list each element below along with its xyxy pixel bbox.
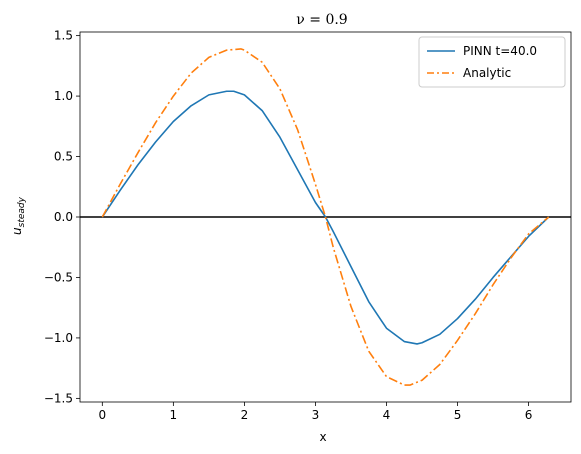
legend-label-1: Analytic (463, 66, 511, 80)
axes: 0 1 2 3 4 5 6 −1.5 −1.0 −0.5 0.0 0.5 1.0 1.5 (44, 29, 572, 422)
y-tick-label: 0.5 (54, 150, 73, 164)
legend-label-0: PINN t=40.0 (463, 44, 537, 58)
x-axis-label: x (319, 430, 326, 444)
y-tick-label: 1.0 (54, 89, 73, 103)
y-tick-label: −1.0 (44, 331, 73, 345)
y-tick-label: −0.5 (44, 270, 73, 284)
x-tick-label: 6 (525, 408, 533, 422)
y-axis-label: usteady (10, 196, 27, 235)
y-tick-label: −1.5 (44, 391, 73, 405)
y-tick-label: 0.0 (54, 210, 73, 224)
legend-box (418, 36, 566, 88)
y-axis-label-subscript: steady (17, 196, 27, 227)
legend: PINN t=40.0 Analytic (418, 36, 566, 88)
x-tick-label: 5 (454, 408, 462, 422)
chart-title: ν = 0.9 (296, 12, 347, 28)
x-tick-label: 1 (170, 408, 178, 422)
y-axis-label-main: u (10, 227, 24, 235)
y-tick-label: 1.5 (54, 29, 73, 43)
x-tick-label: 3 (312, 408, 320, 422)
series-line-0 (101, 90, 550, 345)
x-tick-label: 2 (241, 408, 249, 422)
plot-area (80, 48, 571, 386)
series-line-1 (101, 48, 550, 386)
x-tick-label: 4 (383, 408, 391, 422)
x-tick-label: 0 (98, 408, 106, 422)
